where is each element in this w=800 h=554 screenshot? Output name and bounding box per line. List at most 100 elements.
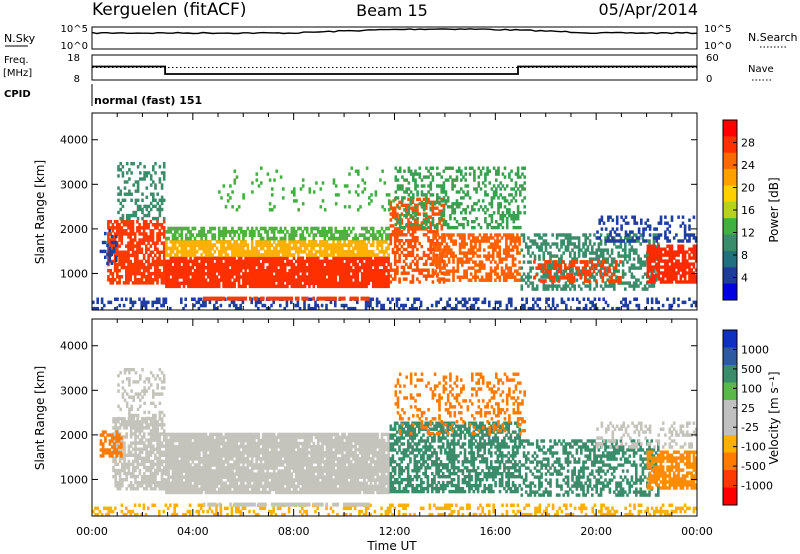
power-cell: [661, 247, 665, 251]
power-cell: [496, 233, 499, 237]
power-cell: [321, 265, 324, 270]
power-cell: [597, 242, 601, 246]
power-cell: [555, 272, 559, 276]
power-cell: [349, 265, 353, 270]
power-cell: [242, 240, 245, 244]
power-cell: [142, 300, 146, 305]
power-cell: [610, 276, 613, 280]
power-cell: [244, 281, 247, 285]
power-cell: [422, 250, 426, 255]
power-cell: [204, 236, 208, 241]
power-cell: [165, 240, 168, 244]
power-cell: [147, 256, 150, 261]
power-cell: [422, 253, 426, 258]
power-cell: [145, 259, 148, 264]
power-cell: [334, 184, 338, 188]
power-cell: [119, 192, 122, 196]
power-cell: [282, 196, 285, 200]
power-cell: [413, 297, 416, 301]
power-cell: [564, 236, 568, 240]
power-cell: [452, 306, 456, 311]
power-cell: [299, 246, 302, 251]
power-cell: [142, 253, 146, 258]
power-cell: [425, 220, 428, 224]
power-cell: [431, 209, 435, 213]
power-cell: [624, 300, 627, 305]
power-cell: [646, 280, 650, 284]
power-cell: [443, 272, 446, 276]
power-cell: [624, 242, 627, 246]
power-cell: [118, 223, 121, 227]
power-cell: [670, 280, 674, 284]
power-cell: [312, 284, 316, 289]
power-cell: [367, 296, 370, 301]
power-cell: [382, 262, 386, 267]
power-cell: [469, 278, 473, 282]
power-cell: [142, 220, 146, 224]
power-cell: [330, 281, 333, 285]
power-cell: [683, 256, 687, 260]
power-cell: [494, 269, 497, 273]
power-cell: [473, 169, 476, 173]
power-cell: [323, 272, 327, 276]
power-cell: [125, 265, 128, 270]
power-cell: [413, 306, 416, 311]
power-cell: [120, 297, 124, 301]
power-cell: [213, 226, 217, 231]
power-cell: [694, 244, 698, 248]
power-cell: [420, 184, 424, 188]
power-cell: [308, 278, 311, 282]
power-cell: [349, 230, 353, 234]
power-cell: [325, 269, 329, 273]
power-cell: [173, 246, 177, 251]
power-cell: [142, 235, 146, 239]
power-cell: [184, 265, 188, 270]
power-colorbar-swatch: [723, 283, 737, 301]
power-cell: [618, 239, 621, 243]
power-cell: [131, 226, 135, 230]
power-cell: [261, 272, 265, 276]
power-cell: [158, 223, 161, 227]
power-cell: [419, 303, 423, 308]
power-cell: [138, 244, 141, 248]
power-cell: [500, 272, 504, 276]
power-cell: [483, 263, 486, 267]
power-cell: [668, 239, 672, 243]
power-cell: [416, 265, 419, 269]
power-cell: [321, 278, 324, 282]
power-cell: [474, 263, 477, 267]
power-cell: [266, 296, 269, 301]
power-cell: [392, 199, 395, 203]
power-cell: [468, 196, 472, 200]
power-cell: [393, 250, 397, 255]
power-cell: [458, 251, 462, 255]
power-cell: [314, 256, 318, 260]
power-cell: [538, 248, 541, 252]
power-cell: [400, 265, 404, 269]
power-cell: [266, 172, 270, 176]
power-cell: [129, 241, 132, 245]
power-cell: [457, 300, 460, 305]
power-cell: [277, 281, 280, 285]
power-cell: [301, 265, 305, 270]
power-cell: [583, 279, 587, 283]
power-region: [165, 240, 390, 257]
power-cell: [158, 207, 162, 212]
power-cell: [356, 243, 360, 247]
power-cell: [465, 269, 468, 273]
power-cell: [217, 265, 221, 270]
power-cell: [621, 269, 625, 273]
power-cell: [544, 272, 548, 276]
power-cell: [393, 227, 397, 231]
power-cell: [405, 239, 408, 243]
power-cell: [211, 226, 214, 231]
power-cell: [387, 193, 391, 197]
power-cell: [454, 269, 457, 273]
power-cell: [488, 181, 491, 185]
power-cell: [581, 266, 585, 270]
power-cell: [431, 175, 435, 179]
power-cell: [193, 259, 197, 264]
power-cell: [365, 253, 368, 257]
power-cell: [294, 259, 298, 264]
power-cell: [165, 275, 168, 279]
